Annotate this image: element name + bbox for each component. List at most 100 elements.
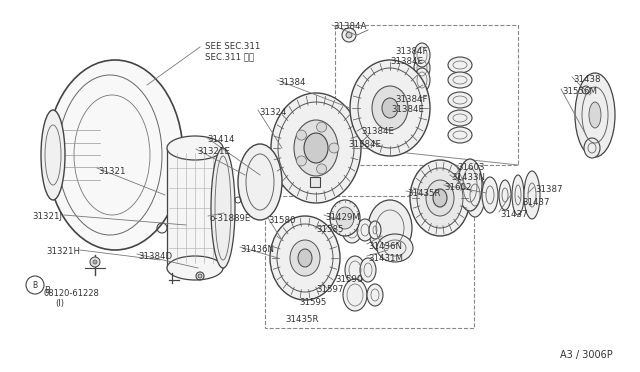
Circle shape — [582, 86, 590, 94]
Ellipse shape — [167, 136, 223, 160]
Text: 31436N: 31436N — [368, 242, 402, 251]
Text: 31602: 31602 — [444, 183, 472, 192]
Text: 31436N: 31436N — [240, 245, 274, 254]
Ellipse shape — [294, 120, 338, 176]
Ellipse shape — [382, 98, 398, 118]
Circle shape — [198, 274, 202, 278]
Ellipse shape — [448, 110, 472, 126]
Text: 31321E: 31321E — [197, 147, 230, 156]
Ellipse shape — [499, 180, 511, 210]
Bar — [167, 148, 223, 268]
Text: 31597: 31597 — [316, 285, 344, 294]
Text: SEC.311 参照: SEC.311 参照 — [205, 52, 254, 61]
Circle shape — [296, 130, 307, 140]
Text: (I): (I) — [55, 299, 64, 308]
Ellipse shape — [417, 168, 463, 228]
Text: 31414: 31414 — [207, 135, 234, 144]
Text: 31437: 31437 — [522, 198, 550, 207]
Ellipse shape — [458, 159, 482, 211]
Ellipse shape — [372, 86, 408, 130]
Ellipse shape — [414, 56, 430, 80]
Ellipse shape — [271, 93, 361, 203]
Text: 31384E: 31384E — [391, 105, 424, 114]
Text: 31384E: 31384E — [348, 140, 381, 149]
Bar — [335, 25, 518, 165]
Circle shape — [329, 143, 339, 153]
Text: 31438: 31438 — [573, 75, 600, 84]
Text: 31435R: 31435R — [407, 189, 440, 198]
Ellipse shape — [270, 216, 340, 300]
Ellipse shape — [360, 258, 376, 282]
Text: 31433N: 31433N — [451, 173, 485, 182]
Circle shape — [90, 257, 100, 267]
Text: 31384E: 31384E — [390, 57, 423, 66]
Ellipse shape — [465, 173, 485, 217]
Text: 31384: 31384 — [278, 78, 305, 87]
Ellipse shape — [414, 68, 430, 92]
Circle shape — [346, 32, 352, 38]
Text: 31324: 31324 — [259, 108, 287, 117]
Text: 31429M: 31429M — [325, 213, 360, 222]
Ellipse shape — [357, 219, 373, 241]
Ellipse shape — [290, 240, 320, 276]
Ellipse shape — [414, 43, 430, 67]
Text: 31384D: 31384D — [138, 252, 172, 261]
Ellipse shape — [298, 249, 312, 267]
Text: 31590: 31590 — [335, 275, 362, 284]
Circle shape — [93, 260, 97, 264]
Text: 31384A: 31384A — [333, 22, 366, 31]
Ellipse shape — [350, 60, 430, 156]
Circle shape — [296, 156, 307, 166]
Text: 31431M: 31431M — [368, 254, 403, 263]
Ellipse shape — [47, 60, 183, 250]
Text: 31321J: 31321J — [32, 212, 62, 221]
Ellipse shape — [448, 127, 472, 143]
Circle shape — [317, 122, 326, 132]
Ellipse shape — [448, 72, 472, 88]
Ellipse shape — [368, 200, 412, 256]
Ellipse shape — [342, 217, 362, 243]
Ellipse shape — [369, 221, 381, 239]
Text: 31435R: 31435R — [285, 315, 319, 324]
Ellipse shape — [524, 171, 540, 219]
Text: 31595: 31595 — [299, 298, 326, 307]
Ellipse shape — [426, 180, 454, 216]
Text: 31556M: 31556M — [562, 87, 597, 96]
Text: 31387: 31387 — [535, 185, 563, 194]
Text: 31585: 31585 — [316, 225, 344, 234]
Text: o-31889E: o-31889E — [209, 214, 250, 223]
Ellipse shape — [448, 57, 472, 73]
Text: A3 / 3006P: A3 / 3006P — [560, 350, 612, 360]
Ellipse shape — [448, 92, 472, 108]
Ellipse shape — [330, 200, 360, 236]
Text: 31580: 31580 — [268, 216, 296, 225]
Ellipse shape — [410, 160, 470, 236]
Ellipse shape — [433, 189, 447, 207]
Ellipse shape — [41, 110, 65, 200]
Ellipse shape — [367, 284, 383, 306]
Ellipse shape — [575, 73, 615, 157]
Text: B: B — [33, 280, 38, 289]
Text: 31384E: 31384E — [361, 127, 394, 136]
Ellipse shape — [211, 148, 235, 268]
Text: 31437: 31437 — [500, 210, 527, 219]
Ellipse shape — [343, 279, 367, 311]
Ellipse shape — [377, 234, 413, 262]
Ellipse shape — [345, 256, 365, 284]
Ellipse shape — [512, 175, 524, 215]
Ellipse shape — [238, 144, 282, 220]
Bar — [265, 196, 474, 328]
Text: 31384F: 31384F — [395, 95, 428, 104]
Text: B: B — [44, 286, 50, 295]
Circle shape — [342, 28, 356, 42]
Ellipse shape — [336, 207, 354, 229]
Text: 31321H: 31321H — [46, 247, 80, 256]
Ellipse shape — [589, 102, 601, 128]
Bar — [310, 177, 320, 187]
Text: SEE SEC.311: SEE SEC.311 — [205, 42, 260, 51]
Text: 31384F: 31384F — [395, 47, 428, 56]
Text: 08120-61228: 08120-61228 — [44, 289, 100, 298]
Text: 31321: 31321 — [98, 167, 125, 176]
Circle shape — [317, 164, 326, 174]
Ellipse shape — [482, 177, 498, 213]
